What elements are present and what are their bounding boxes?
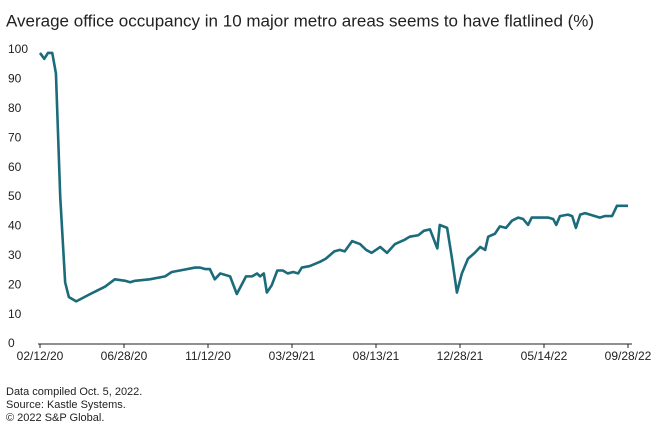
x-tick-label: 09/28/22 <box>605 349 652 363</box>
x-tick-label: 05/14/22 <box>521 349 568 363</box>
chart-title: Average office occupancy in 10 major met… <box>6 11 594 30</box>
source-note: Source: Kastle Systems. <box>6 399 126 411</box>
x-tick-label: 12/28/21 <box>437 349 484 363</box>
y-tick-label: 90 <box>8 72 22 86</box>
x-tick-label: 06/28/20 <box>101 349 148 363</box>
y-tick-label: 70 <box>8 130 22 144</box>
y-tick-label: 60 <box>8 160 22 174</box>
data-line <box>38 51 628 303</box>
y-tick-label: 50 <box>8 189 22 203</box>
y-tick-label: 20 <box>8 277 22 291</box>
x-tick-label: 08/13/21 <box>353 349 400 363</box>
x-tick-label: 03/29/21 <box>269 349 316 363</box>
x-tick-label: 11/12/20 <box>185 349 231 363</box>
y-tick-label: 100 <box>8 42 28 56</box>
source-note: Data compiled Oct. 5, 2022. <box>6 386 142 398</box>
y-tick-label: 40 <box>8 219 22 233</box>
x-tick-label: 02/12/20 <box>17 349 64 363</box>
y-tick-label: 80 <box>8 101 22 115</box>
y-tick-label: 10 <box>8 307 22 321</box>
y-tick-label: 0 <box>8 336 15 350</box>
source-note: © 2022 S&P Global. <box>6 412 104 424</box>
y-tick-label: 30 <box>8 248 22 262</box>
